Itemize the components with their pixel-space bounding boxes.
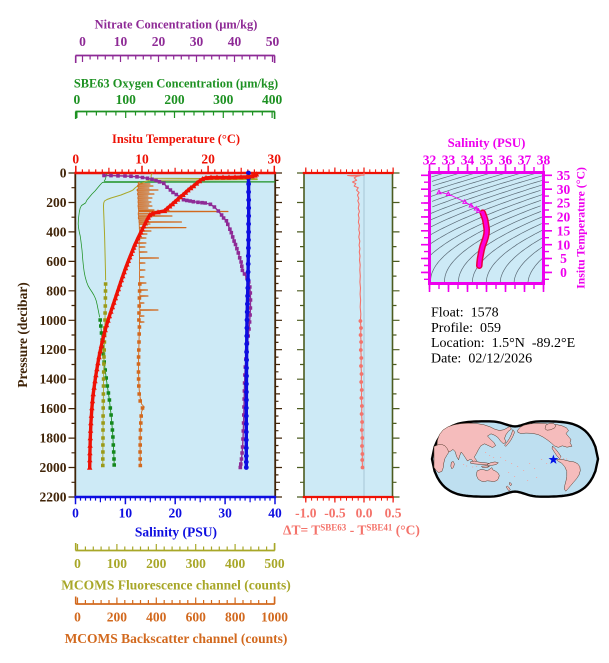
svg-text:30: 30	[557, 182, 571, 197]
svg-text:50: 50	[266, 34, 280, 49]
svg-text:30: 30	[268, 152, 282, 167]
svg-text:Salinity (PSU): Salinity (PSU)	[448, 136, 526, 150]
svg-text:25: 25	[557, 196, 571, 211]
svg-text:30: 30	[190, 34, 204, 49]
svg-text:Float: 1578: Float: 1578	[431, 305, 499, 320]
svg-text:Profile: 059: Profile: 059	[431, 321, 501, 336]
svg-text:0: 0	[74, 556, 81, 571]
svg-text:SBE63 Oxygen Concentration (µm: SBE63 Oxygen Concentration (µm/kg)	[74, 77, 278, 91]
svg-text:Location: 1.5°N -89.2°E: Location: 1.5°N -89.2°E	[431, 336, 575, 351]
svg-text:36: 36	[499, 153, 513, 168]
svg-text:20: 20	[201, 152, 215, 167]
svg-text:400: 400	[146, 610, 167, 625]
svg-text:0.0: 0.0	[356, 506, 373, 521]
svg-text:200: 200	[164, 92, 185, 107]
svg-text:20: 20	[168, 506, 182, 521]
svg-text:40: 40	[268, 506, 282, 521]
svg-text:1000: 1000	[261, 610, 288, 625]
svg-text:0: 0	[560, 265, 567, 280]
svg-text:10: 10	[135, 152, 149, 167]
svg-text:100: 100	[107, 556, 128, 571]
svg-text:32: 32	[423, 153, 437, 168]
svg-text:1200: 1200	[40, 342, 67, 357]
svg-text:10: 10	[119, 506, 133, 521]
svg-text:5: 5	[560, 251, 567, 266]
svg-text:-1.0: -1.0	[295, 506, 317, 521]
svg-text:600: 600	[46, 254, 67, 269]
svg-text:0: 0	[79, 34, 86, 49]
svg-text:300: 300	[186, 556, 207, 571]
svg-text:0: 0	[60, 166, 67, 181]
svg-text:20: 20	[557, 210, 571, 225]
svg-text:Date: 02/12/2026: Date: 02/12/2026	[431, 352, 532, 367]
svg-text:1800: 1800	[40, 431, 67, 446]
svg-text:0: 0	[74, 92, 81, 107]
svg-text:-0.5: -0.5	[324, 506, 346, 521]
svg-text:35: 35	[557, 168, 571, 183]
svg-text:35: 35	[480, 153, 494, 168]
svg-text:20: 20	[152, 34, 166, 49]
svg-text:500: 500	[264, 556, 285, 571]
svg-text:Insitu Temperature (°C): Insitu Temperature (°C)	[112, 132, 240, 146]
svg-text:15: 15	[557, 224, 571, 239]
svg-text:0: 0	[74, 610, 81, 625]
svg-text:1000: 1000	[40, 313, 67, 328]
svg-text:200: 200	[146, 556, 167, 571]
svg-text:600: 600	[186, 610, 207, 625]
svg-text:800: 800	[46, 283, 67, 298]
svg-text:2200: 2200	[40, 490, 67, 505]
svg-text:0: 0	[72, 152, 79, 167]
svg-text:MCOMS Fluorescence channel (co: MCOMS Fluorescence channel (counts)	[61, 578, 291, 593]
svg-text:300: 300	[213, 92, 234, 107]
svg-text:10: 10	[557, 237, 571, 252]
svg-text:34: 34	[461, 153, 475, 168]
svg-text:Pressure (decibar): Pressure (decibar)	[15, 282, 30, 388]
svg-text:100: 100	[116, 92, 137, 107]
svg-text:200: 200	[107, 610, 128, 625]
svg-text:0.5: 0.5	[385, 506, 402, 521]
svg-text:1400: 1400	[40, 372, 67, 387]
svg-text:0: 0	[72, 506, 79, 521]
svg-text:Nitrate Concentration (µm/kg): Nitrate Concentration (µm/kg)	[95, 18, 258, 32]
svg-text:400: 400	[225, 556, 246, 571]
svg-text:2000: 2000	[40, 460, 67, 475]
svg-text:30: 30	[218, 506, 232, 521]
svg-text:33: 33	[442, 153, 456, 168]
svg-text:400: 400	[262, 92, 283, 107]
svg-text:Insitu Temperature (°C): Insitu Temperature (°C)	[574, 167, 588, 289]
svg-text:38: 38	[537, 153, 551, 168]
svg-text:400: 400	[46, 224, 67, 239]
svg-text:Salinity (PSU): Salinity (PSU)	[135, 525, 217, 540]
svg-text:200: 200	[46, 195, 67, 210]
svg-text:37: 37	[518, 153, 532, 168]
svg-text:ΔT= TSBE63 - TSBE41 (°C): ΔT= TSBE63 - TSBE41 (°C)	[283, 523, 420, 538]
svg-text:1600: 1600	[40, 401, 67, 416]
svg-text:10: 10	[114, 34, 128, 49]
svg-text:40: 40	[228, 34, 242, 49]
svg-text:800: 800	[225, 610, 246, 625]
svg-text:MCOMS Backscatter channel (cou: MCOMS Backscatter channel (counts)	[65, 631, 288, 646]
